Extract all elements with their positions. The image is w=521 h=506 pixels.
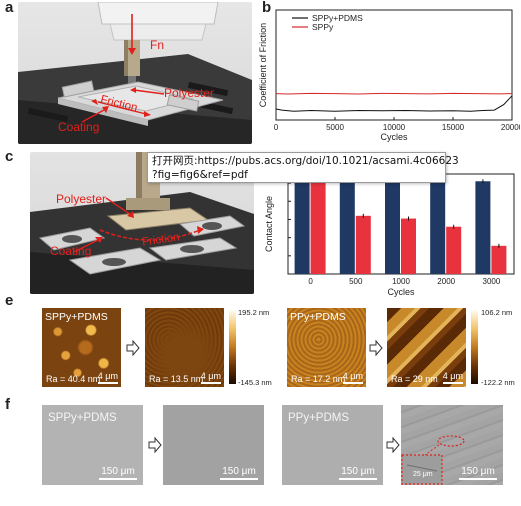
sem-scalebar-2: 150 μm	[220, 466, 258, 480]
y-axis-label: Contact Angle	[264, 196, 274, 252]
x-tick-label: 500	[349, 277, 363, 286]
x-tick-label: 1000	[392, 277, 410, 286]
panel-a-render: Fn Polyester Friction Coating	[18, 2, 252, 144]
panel-letter-b: b	[262, 0, 272, 16]
sem-label-sppy-pdms: SPPy+PDMS	[48, 412, 117, 424]
afm-label-ppy-pdms: PPy+PDMS	[290, 311, 346, 323]
afm-ra-1: Ra = 40.4 nm	[46, 374, 101, 384]
sem-scale-text-1: 150 μm	[101, 466, 135, 477]
coating-label-c: Coating	[50, 244, 92, 258]
x-axis-label: Cycles	[380, 132, 408, 142]
x-tick-label: 20000	[501, 123, 520, 132]
legend-label: SPPy	[312, 22, 334, 32]
bar	[491, 245, 507, 274]
wear-region-overlay	[401, 435, 465, 485]
afm-image-sppy-after: Ra = 13.5 nm 4 μm	[145, 308, 224, 387]
arrow-icon	[386, 437, 400, 453]
colorbar-1-max: 195.2 nm	[238, 308, 270, 317]
link-tooltip: 打开网页:https://pubs.acs.org/doi/10.1021/ac…	[147, 152, 459, 183]
arrow-icon	[148, 437, 162, 453]
afm-ra-3: Ra = 17.2 nm	[291, 374, 346, 384]
polyester-label: Polyester	[164, 86, 215, 100]
y-axis-label: Coefficient of Friction	[258, 23, 268, 107]
sem-scale-text-3: 150 μm	[341, 466, 375, 477]
series-line	[275, 95, 513, 112]
polyester-label-c: Polyester	[56, 192, 107, 206]
sem-scalebar-3: 150 μm	[339, 466, 377, 480]
afm-label-sppy-pdms: SPPy+PDMS	[45, 311, 108, 323]
panel-letter-c: c	[5, 148, 14, 165]
bar	[446, 226, 462, 274]
bar	[294, 179, 310, 274]
friction-chart: 0 5000 10000 15000 20000 Cycles Coefficient of…	[258, 9, 520, 142]
panel-letter-a: a	[5, 0, 14, 16]
bar	[310, 179, 326, 274]
bar	[401, 218, 416, 274]
afm-colorbar-2	[471, 310, 478, 384]
bar	[430, 180, 446, 274]
afm-ra-2: Ra = 13.5 nm	[149, 374, 204, 384]
sem-image-sppy-before: SPPy+PDMS 150 μm	[42, 405, 143, 485]
afm-scalebar-2: 4 μm	[200, 371, 221, 384]
x-axis-label: Cycles	[387, 287, 415, 297]
afm-scalebar-1: 4 μm	[97, 371, 118, 384]
afm-scale-text-1: 4 μm	[97, 371, 118, 381]
sem-image-ppy-after: 25 μm 150 μm	[401, 405, 503, 485]
afm-scale-text-4: 4 μm	[442, 371, 463, 381]
bar	[339, 180, 355, 274]
afm-ra-4: Ra = 29 nm	[391, 374, 438, 384]
bar	[475, 181, 491, 274]
afm-scalebar-4: 4 μm	[442, 371, 463, 384]
legend-label: SPPy+PDMS	[312, 13, 363, 23]
afm-image-ppy-before: PPy+PDMS Ra = 17.2 nm 4 μm	[287, 308, 366, 387]
sem-image-sppy-after: 150 μm	[163, 405, 264, 485]
bar	[385, 180, 400, 274]
coating-label: Coating	[58, 120, 100, 134]
sem-inset-scale-text: 25 μm	[413, 471, 433, 478]
series-line	[275, 92, 513, 95]
contact-angle-chart-plot: 0 500 1000 2000 3000 Cycles Contact Angle	[264, 173, 515, 297]
sem-scalebar-4: 150 μm	[459, 466, 497, 480]
arrow-icon	[126, 340, 140, 356]
afm-scale-text-2: 4 μm	[200, 371, 221, 381]
tribometer-illustration	[18, 2, 252, 144]
tooltip-line-1: 打开网页:https://pubs.acs.org/doi/10.1021/ac…	[152, 155, 459, 167]
sem-image-ppy-before: PPy+PDMS 150 μm	[282, 405, 383, 485]
panel-c-render: Polyester Friction Coating	[30, 152, 254, 294]
panel-letter-f: f	[5, 396, 10, 413]
afm-scale-text-3: 4 μm	[342, 371, 363, 381]
x-tick-label: 0	[308, 277, 313, 286]
fn-label: Fn	[150, 38, 165, 52]
x-tick-label: 10000	[383, 123, 406, 132]
bar	[355, 215, 371, 274]
arrow-icon	[369, 340, 383, 356]
tooltip-line-2: ?fig=fig6&ref=pdf	[152, 169, 248, 181]
x-tick-label: 3000	[483, 277, 501, 286]
colorbar-2-max: 106.2 nm	[481, 308, 513, 317]
afm-colorbar-1	[229, 310, 236, 384]
sem-scale-text-2: 150 μm	[222, 466, 256, 477]
colorbar-2-min: -122.2 nm	[481, 378, 515, 387]
x-tick-label: 15000	[442, 123, 465, 132]
x-tick-label: 5000	[326, 123, 344, 132]
rotary-tribometer-illustration	[30, 152, 254, 294]
x-tick-label: 0	[274, 123, 279, 132]
contact-angle-chart: 0 500 1000 2000 3000 Cycles Contact Angle	[264, 173, 515, 297]
afm-image-sppy-before: SPPy+PDMS Ra = 40.4 nm 4 μm	[42, 308, 121, 387]
sem-scalebar-1: 150 μm	[99, 466, 137, 480]
x-tick-label: 2000	[437, 277, 455, 286]
afm-scalebar-3: 4 μm	[342, 371, 363, 384]
afm-image-ppy-after: Ra = 29 nm 4 μm	[387, 308, 466, 387]
sem-scale-text-4: 150 μm	[461, 466, 495, 477]
panel-letter-e: e	[5, 292, 14, 309]
sem-label-ppy-pdms: PPy+PDMS	[288, 412, 350, 424]
colorbar-1-min: -145.3 nm	[238, 378, 272, 387]
friction-chart-plot: 0 5000 10000 15000 20000 Cycles Coefficient of…	[258, 9, 520, 142]
